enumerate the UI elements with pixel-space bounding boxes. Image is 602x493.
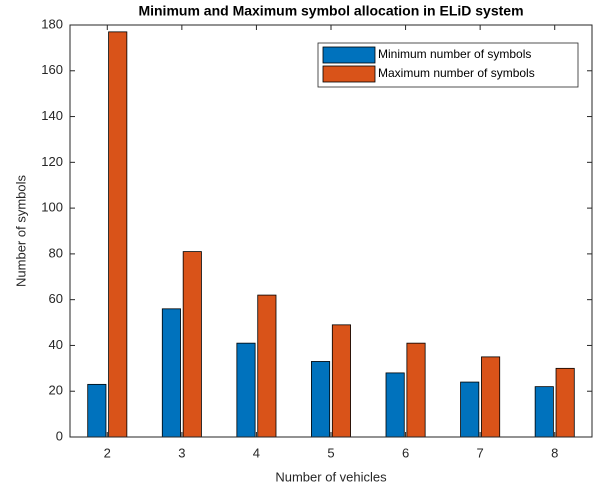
y-tick-label: 160 — [41, 62, 63, 77]
bar — [481, 356, 501, 438]
y-tick-label: 100 — [41, 200, 63, 215]
legend-label: Maximum number of symbols — [378, 66, 535, 80]
bar — [555, 367, 575, 438]
x-tick-label: 4 — [253, 445, 260, 460]
bar — [460, 381, 480, 438]
x-tick-label: 8 — [551, 445, 558, 460]
x-tick-label: 3 — [178, 445, 185, 460]
x-axis-label: Number of vehicles — [275, 469, 387, 484]
legend-swatch — [322, 46, 376, 64]
bar — [331, 324, 351, 438]
bar — [257, 294, 277, 438]
bar — [406, 342, 426, 438]
y-tick-label: 0 — [56, 428, 63, 443]
bar — [236, 342, 256, 438]
x-tick-label: 7 — [477, 445, 484, 460]
y-axis-label: Number of symbols — [13, 175, 28, 287]
y-tick-label: 140 — [41, 108, 63, 123]
bar — [534, 386, 554, 438]
x-tick-label: 5 — [327, 445, 334, 460]
x-tick-label: 2 — [104, 445, 111, 460]
bar — [385, 372, 405, 438]
y-tick-label: 120 — [41, 154, 63, 169]
x-tick-label: 6 — [402, 445, 409, 460]
y-tick-label: 20 — [49, 383, 63, 398]
chart-title: Minimum and Maximum symbol allocation in… — [138, 3, 523, 19]
bar — [161, 308, 181, 438]
y-tick-label: 180 — [41, 16, 63, 31]
legend-label: Minimum number of symbols — [378, 47, 531, 61]
bar — [87, 383, 107, 438]
bar — [182, 251, 202, 438]
bar — [311, 361, 331, 438]
legend-swatch — [322, 65, 376, 83]
y-tick-label: 40 — [49, 337, 63, 352]
bar — [108, 31, 128, 438]
y-tick-label: 80 — [49, 245, 63, 260]
y-tick-label: 60 — [49, 291, 63, 306]
